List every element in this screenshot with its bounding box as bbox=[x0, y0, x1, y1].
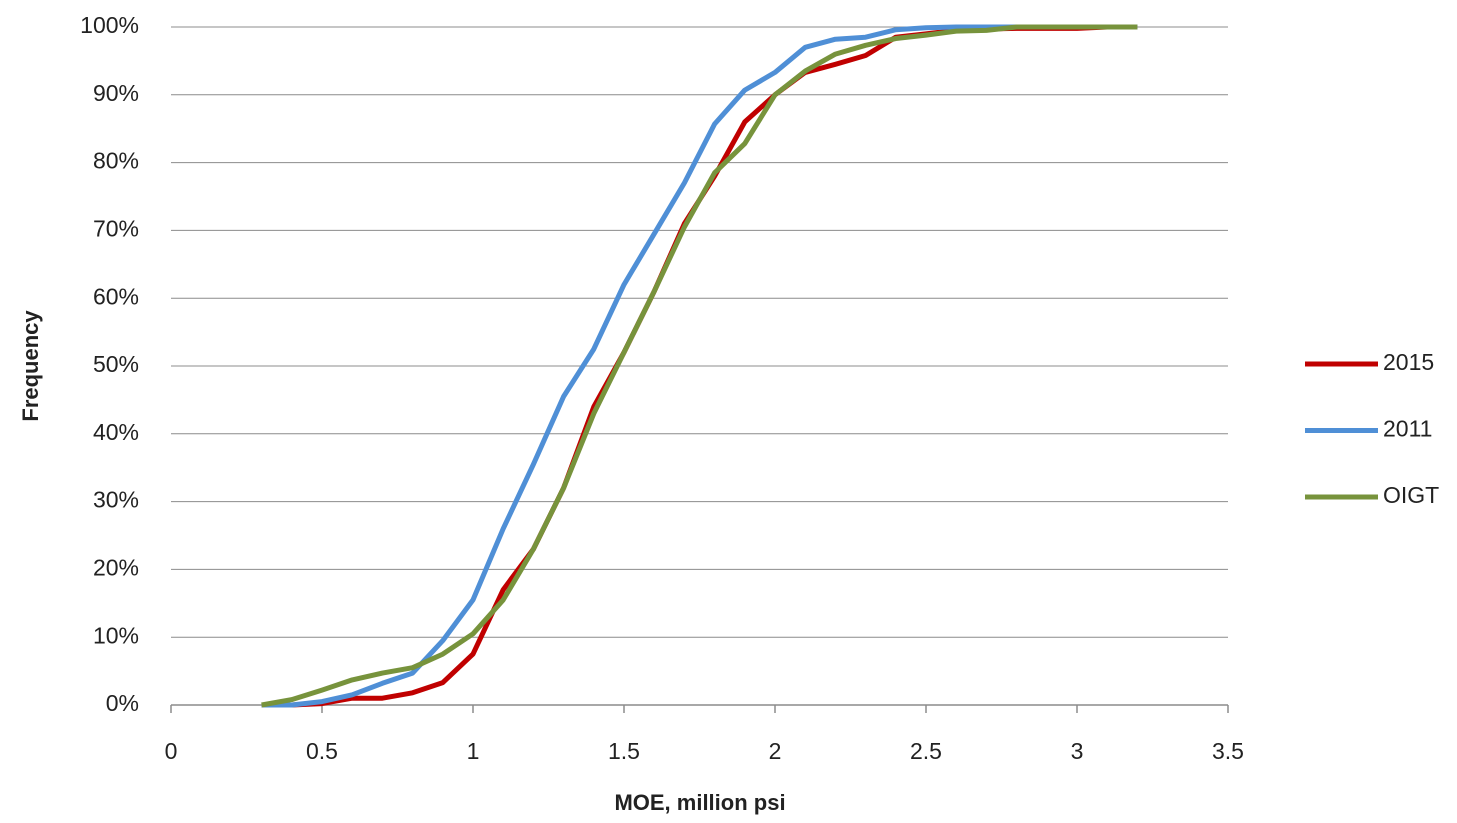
legend-label: 2015 bbox=[1383, 349, 1434, 375]
y-tick-label: 30% bbox=[93, 487, 139, 513]
y-tick-label: 50% bbox=[93, 351, 139, 377]
series-line bbox=[261, 24, 1138, 708]
legend-label: 2011 bbox=[1383, 416, 1432, 442]
x-tick-label: 3.5 bbox=[1212, 738, 1244, 764]
x-tick-label: 1.5 bbox=[608, 738, 640, 764]
y-tick-label: 40% bbox=[93, 419, 139, 445]
y-tick-label: 70% bbox=[93, 215, 139, 241]
x-tick-label: 0 bbox=[165, 738, 178, 764]
y-tick-label: 10% bbox=[93, 622, 139, 648]
x-tick-label: 3 bbox=[1071, 738, 1084, 764]
y-tick-label: 100% bbox=[80, 12, 139, 38]
y-tick-label: 80% bbox=[93, 148, 139, 174]
x-tick-label: 1 bbox=[467, 738, 480, 764]
legend-label: OIGT bbox=[1383, 482, 1439, 508]
x-tick-label: 0.5 bbox=[306, 738, 338, 764]
x-tick-label: 2.5 bbox=[910, 738, 942, 764]
y-tick-label: 20% bbox=[93, 554, 139, 580]
y-tick-label: 90% bbox=[93, 80, 139, 106]
y-axis-title: Frequency bbox=[18, 310, 43, 422]
y-tick-label: 60% bbox=[93, 283, 139, 309]
x-tick-label: 2 bbox=[769, 738, 782, 764]
series-line bbox=[261, 24, 1138, 708]
y-tick-label: 0% bbox=[106, 690, 139, 716]
x-axis-title: MOE, million psi bbox=[614, 790, 785, 815]
